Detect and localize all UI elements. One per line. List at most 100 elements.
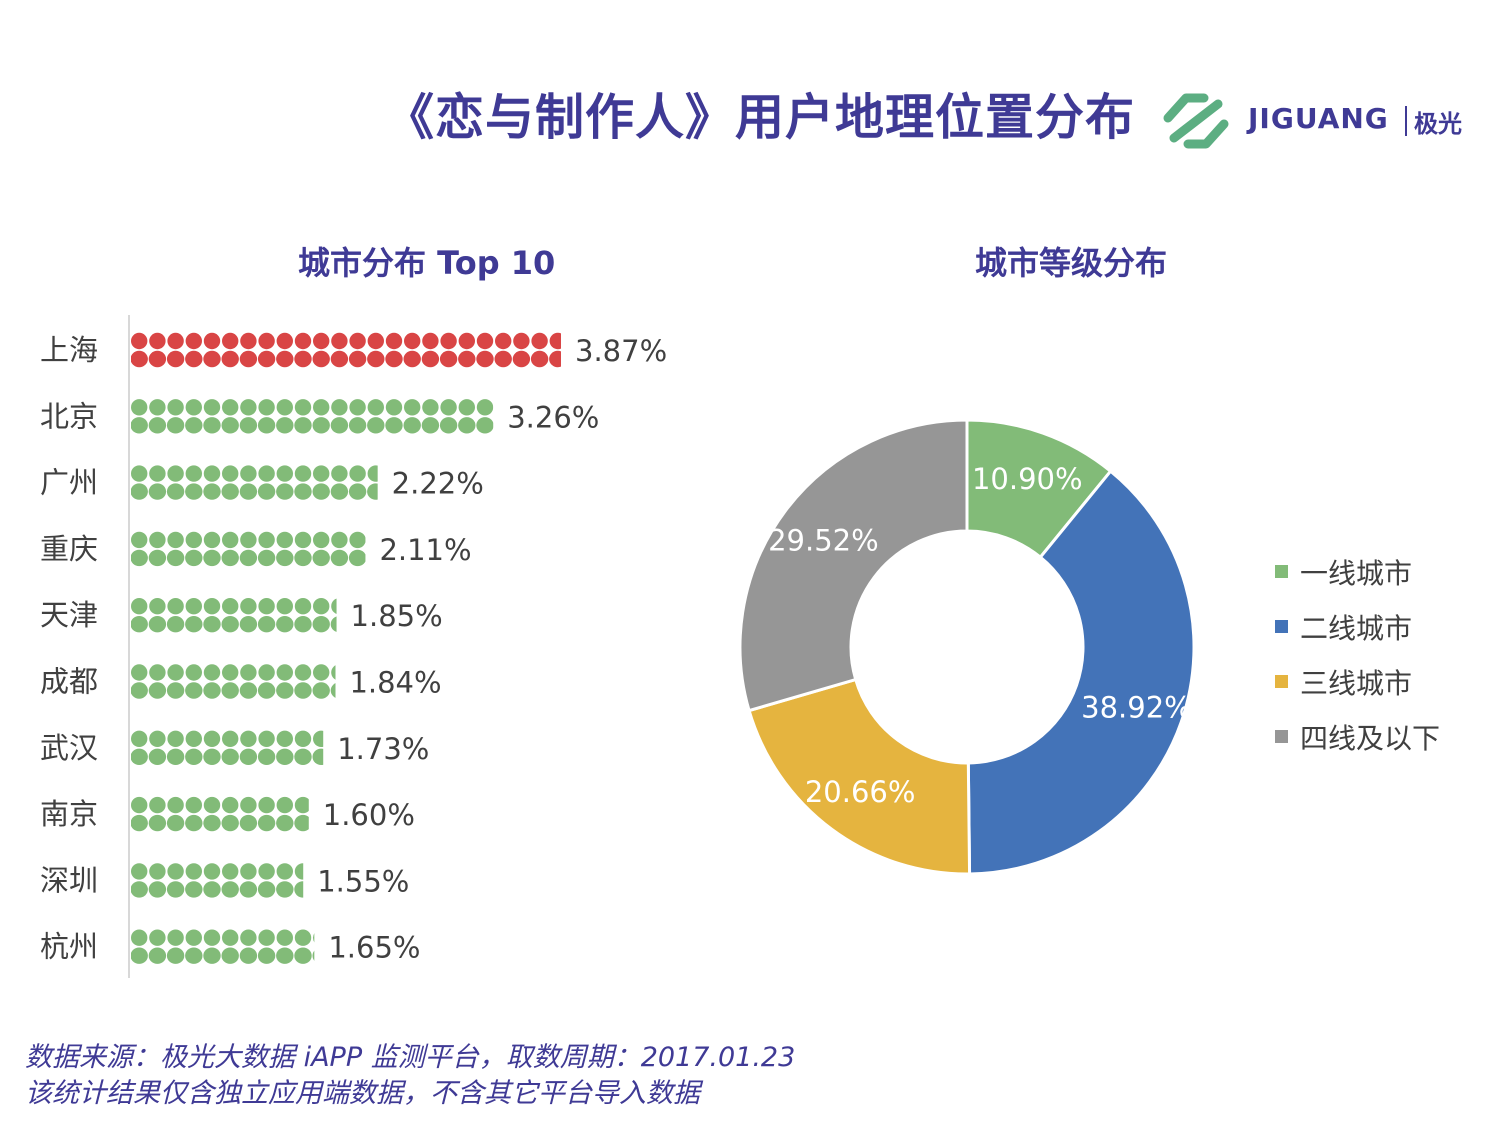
- person-icon-head: [222, 730, 239, 747]
- person-icon-head: [313, 465, 330, 482]
- person-icon-body: [148, 748, 167, 765]
- person-icon-body: [166, 881, 185, 898]
- person-icon-body: [148, 616, 167, 633]
- person-icon-head: [440, 332, 457, 350]
- person-icon-head: [240, 863, 257, 880]
- person-icon-body: [131, 881, 148, 898]
- person-icon-body: [166, 682, 185, 699]
- person-icon-body: [312, 616, 330, 633]
- person-icon-head: [276, 929, 293, 946]
- person-icon-body: [276, 350, 294, 368]
- person-icon-body: [458, 417, 476, 434]
- person-icon-head: [385, 399, 403, 416]
- person-icon-head: [313, 730, 324, 747]
- slice-label: 10.90%: [972, 462, 1083, 496]
- person-icon-head: [240, 929, 257, 946]
- pictograph-bar: [131, 863, 304, 898]
- category-label: 重庆: [40, 532, 98, 566]
- person-icon-body: [203, 881, 221, 898]
- person-icon-head: [422, 399, 439, 416]
- person-icon-body: [148, 947, 167, 964]
- pictograph-bar: [131, 929, 315, 964]
- person-icon-body: [257, 814, 276, 832]
- person-icon-head: [349, 399, 366, 416]
- person-icon-body: [294, 483, 312, 500]
- legend-item: 四线及以下: [1275, 709, 1440, 764]
- person-icon-body: [348, 350, 367, 368]
- category-label: 武汉: [40, 731, 98, 765]
- person-icon-head: [313, 399, 330, 416]
- person-icon-body: [203, 814, 221, 832]
- value-label: 1.73%: [337, 732, 429, 766]
- person-icon-body: [312, 549, 330, 567]
- person-icon-body: [276, 616, 294, 633]
- person-icon-body: [166, 417, 185, 434]
- person-icon-head: [203, 332, 221, 350]
- category-label: 杭州: [40, 930, 98, 964]
- person-icon-body: [257, 682, 276, 699]
- person-icon-body: [203, 549, 221, 567]
- person-icon-head: [476, 332, 494, 350]
- person-icon-body: [148, 483, 167, 500]
- person-icon-head: [294, 664, 312, 681]
- person-icon-body: [131, 417, 148, 434]
- person-icon-head: [276, 796, 293, 814]
- person-icon-head: [258, 730, 275, 747]
- person-icon-body: [221, 483, 239, 500]
- person-icon-body: [221, 947, 239, 964]
- person-icon-head: [203, 531, 221, 549]
- person-icon-head: [331, 332, 348, 350]
- person-icon-body: [239, 881, 258, 898]
- person-icon-body: [312, 350, 330, 368]
- person-icon-head: [313, 598, 330, 615]
- person-icon-head: [240, 664, 257, 681]
- person-icon-head: [185, 598, 202, 615]
- person-icon-body: [276, 483, 294, 500]
- person-icon-body: [312, 748, 324, 765]
- person-icon-body: [131, 350, 148, 368]
- person-icon-body: [312, 417, 330, 434]
- brand-divider: [1405, 106, 1407, 136]
- footer-line: 该统计结果仅含独立应用端数据，不含其它平台导入数据: [25, 1078, 700, 1109]
- person-icon-head: [313, 664, 330, 681]
- person-icon-body: [257, 881, 276, 898]
- person-icon-head: [131, 332, 148, 350]
- person-icon-body: [385, 350, 403, 368]
- person-icon-body: [239, 616, 258, 633]
- person-icon-head: [149, 465, 166, 482]
- person-icon-body: [131, 483, 148, 500]
- person-icon-head: [294, 730, 312, 747]
- value-label: 2.11%: [379, 533, 471, 567]
- person-icon-head: [294, 465, 312, 482]
- value-label: 3.87%: [575, 334, 667, 368]
- person-icon-head: [222, 796, 239, 814]
- person-icon-head: [131, 465, 148, 482]
- person-icon-head: [294, 531, 312, 549]
- category-label: 深圳: [40, 863, 98, 897]
- person-icon-head: [222, 332, 239, 350]
- person-icon-head: [331, 531, 348, 549]
- person-icon-body: [131, 947, 148, 964]
- person-icon-body: [294, 616, 312, 633]
- person-icon-body: [276, 549, 294, 567]
- value-label: 1.84%: [349, 666, 441, 700]
- person-icon-body: [148, 417, 167, 434]
- person-icon-head: [276, 531, 293, 549]
- person-icon-body: [131, 616, 148, 633]
- person-icon-head: [131, 664, 148, 681]
- brand-name-cn: 极光: [1414, 110, 1462, 138]
- person-icon-body: [166, 483, 185, 500]
- person-icon-head: [276, 598, 293, 615]
- person-icon-body: [330, 616, 337, 632]
- person-icon-body: [131, 682, 148, 699]
- person-icon-head: [167, 332, 184, 350]
- person-icon-head: [167, 664, 184, 681]
- pictograph-bar: [131, 598, 337, 633]
- footer-line: 数据来源：极光大数据 iAPP 监测平台，取数周期：2017.01.23: [25, 1042, 796, 1073]
- pictograph-bar: [131, 796, 309, 832]
- person-icon-head: [131, 598, 148, 615]
- person-icon-head: [149, 332, 166, 350]
- person-icon-body: [185, 881, 203, 898]
- person-icon-head: [185, 332, 202, 350]
- person-icon-head: [131, 531, 148, 549]
